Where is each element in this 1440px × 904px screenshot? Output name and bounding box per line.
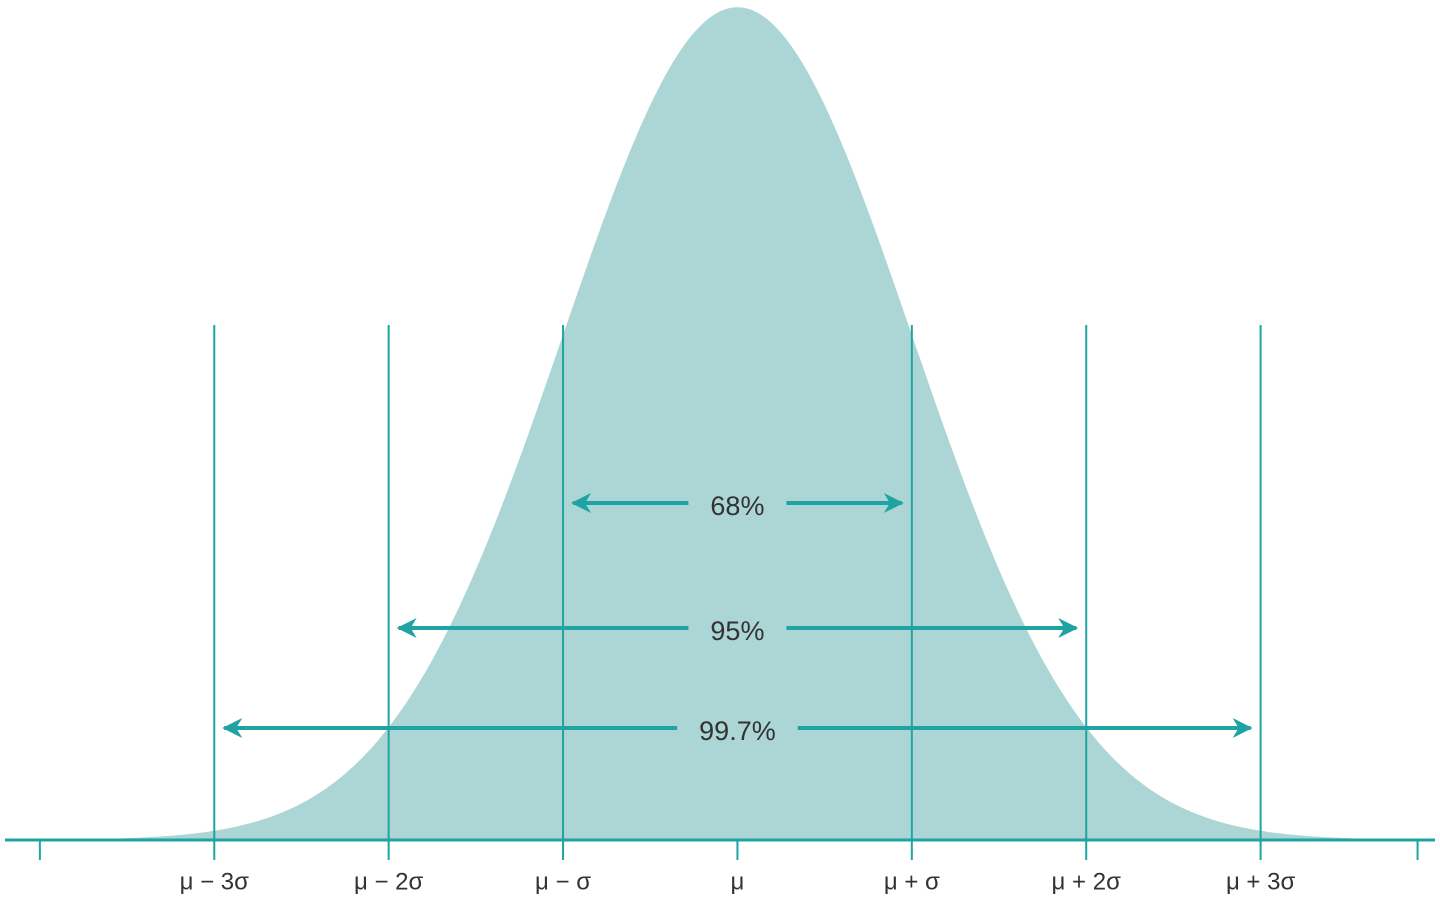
x-tick-label: μ bbox=[731, 868, 745, 895]
x-tick-label: μ + 3σ bbox=[1226, 868, 1296, 895]
x-tick-label: μ − σ bbox=[535, 868, 591, 895]
interval-label: 99.7% bbox=[699, 716, 776, 746]
x-tick-label: μ − 3σ bbox=[180, 868, 250, 895]
normal-curve bbox=[5, 7, 1435, 840]
x-tick-label: μ − 2σ bbox=[354, 868, 424, 895]
interval-label: 95% bbox=[710, 616, 764, 646]
x-tick-label: μ + σ bbox=[884, 868, 940, 895]
interval-label: 68% bbox=[710, 491, 764, 521]
x-tick-label: μ + 2σ bbox=[1052, 868, 1122, 895]
